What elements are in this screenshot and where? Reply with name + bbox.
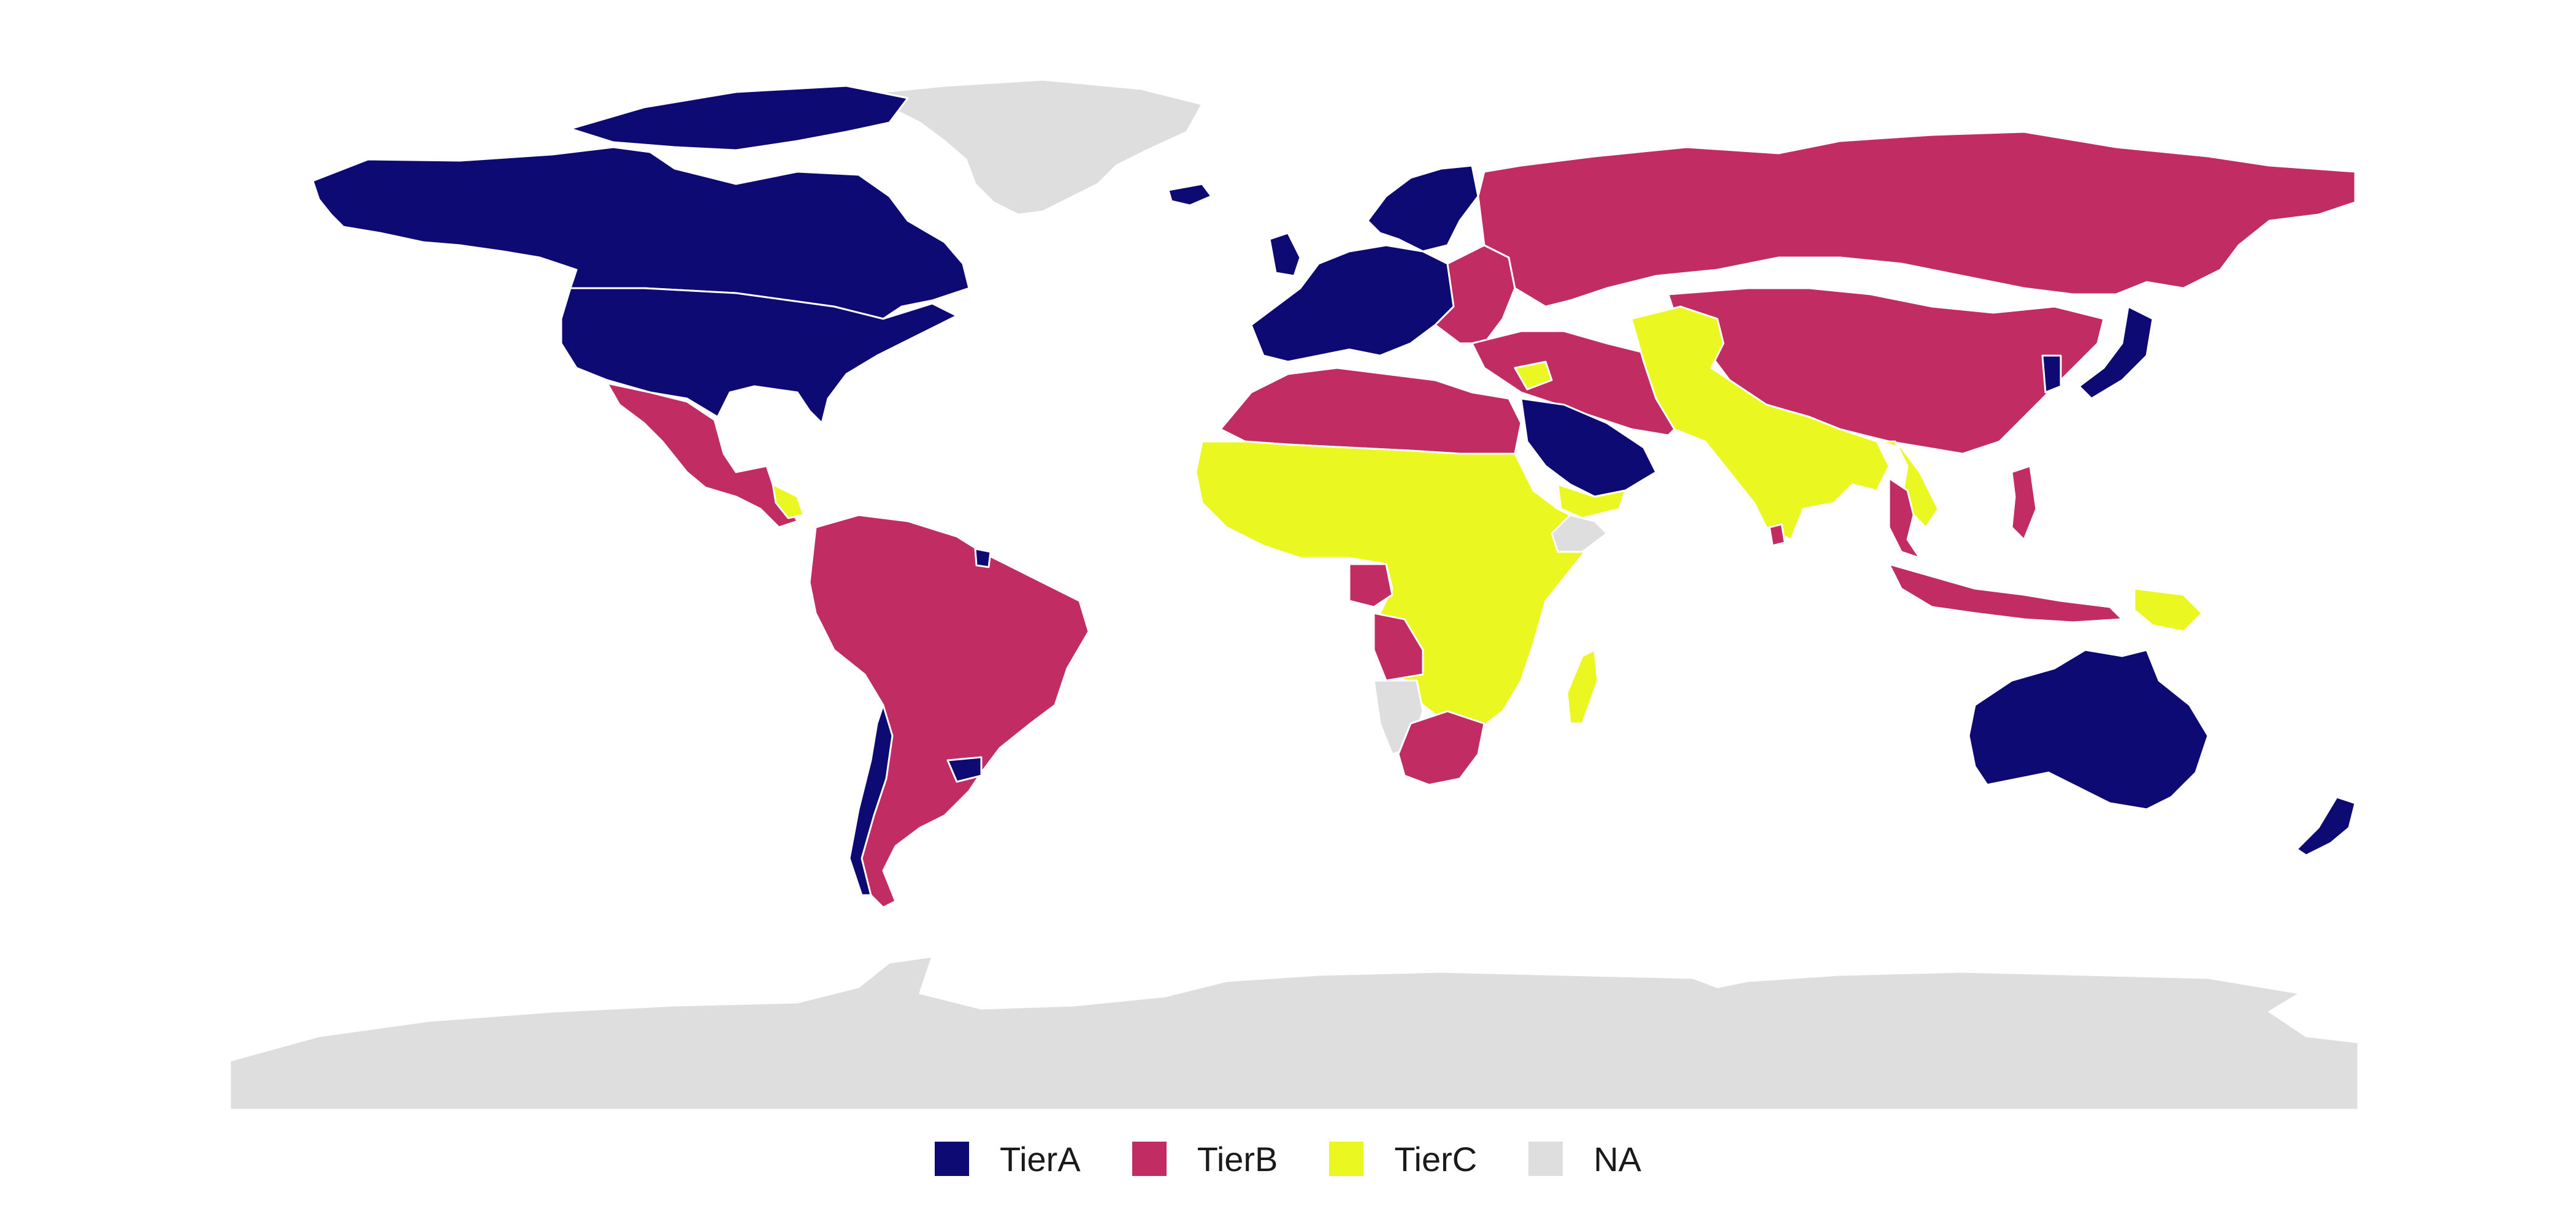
country-uruguay xyxy=(946,756,983,783)
country-japan xyxy=(2078,305,2154,400)
country-united-states xyxy=(560,287,958,424)
legend-label: TierA xyxy=(999,1139,1081,1178)
legend-swatch xyxy=(1132,1142,1167,1176)
country-philippines xyxy=(2011,465,2037,541)
legend-swatch xyxy=(934,1142,969,1176)
country-papua-new-guinea xyxy=(2133,587,2203,633)
country-mexico xyxy=(606,382,799,529)
country-syria xyxy=(1514,361,1553,391)
legend-item-na: NA xyxy=(1528,1139,1641,1179)
country-scandinavia xyxy=(1367,164,1479,253)
country-russia xyxy=(1477,131,2356,308)
country-sub-saharan-africa xyxy=(1195,440,1596,731)
country-iceland xyxy=(1167,183,1213,207)
map-legend: TierA TierB TierC NA xyxy=(0,1131,2576,1186)
country-canada-islands xyxy=(569,85,909,151)
legend-swatch xyxy=(1329,1142,1364,1176)
country-north-africa xyxy=(1219,367,1522,455)
country-southeast-asia xyxy=(1888,477,1921,559)
legend-swatch xyxy=(1528,1142,1563,1176)
country-nicaragua xyxy=(772,483,805,519)
legend-label: NA xyxy=(1593,1139,1642,1178)
country-greenland xyxy=(882,78,1203,216)
country-sri-lanka xyxy=(1768,523,1786,547)
legend-label: TierB xyxy=(1197,1139,1278,1178)
country-yemen xyxy=(1557,483,1627,519)
country-south-korea xyxy=(2041,354,2062,394)
country-new-zealand xyxy=(2296,796,2356,857)
country-french-guiana xyxy=(974,548,992,568)
country-antarctica xyxy=(229,955,2359,1111)
legend-item-tier-c: TierC xyxy=(1329,1139,1477,1179)
country-canada xyxy=(312,146,970,320)
legend-label: TierC xyxy=(1394,1139,1478,1178)
country-gabon xyxy=(1348,563,1393,608)
country-chile xyxy=(848,704,894,896)
country-south-africa xyxy=(1397,710,1485,786)
country-uk xyxy=(1268,232,1301,277)
country-angola xyxy=(1373,612,1424,682)
country-madagascar xyxy=(1566,649,1599,725)
country-india xyxy=(1630,305,1890,541)
legend-item-tier-a: TierA xyxy=(934,1139,1081,1179)
country-somalia xyxy=(1551,514,1608,553)
country-indonesia xyxy=(1888,563,2123,624)
country-australia xyxy=(1968,649,2209,811)
legend-item-tier-b: TierB xyxy=(1132,1139,1278,1179)
country-myanmar xyxy=(1876,440,1939,529)
